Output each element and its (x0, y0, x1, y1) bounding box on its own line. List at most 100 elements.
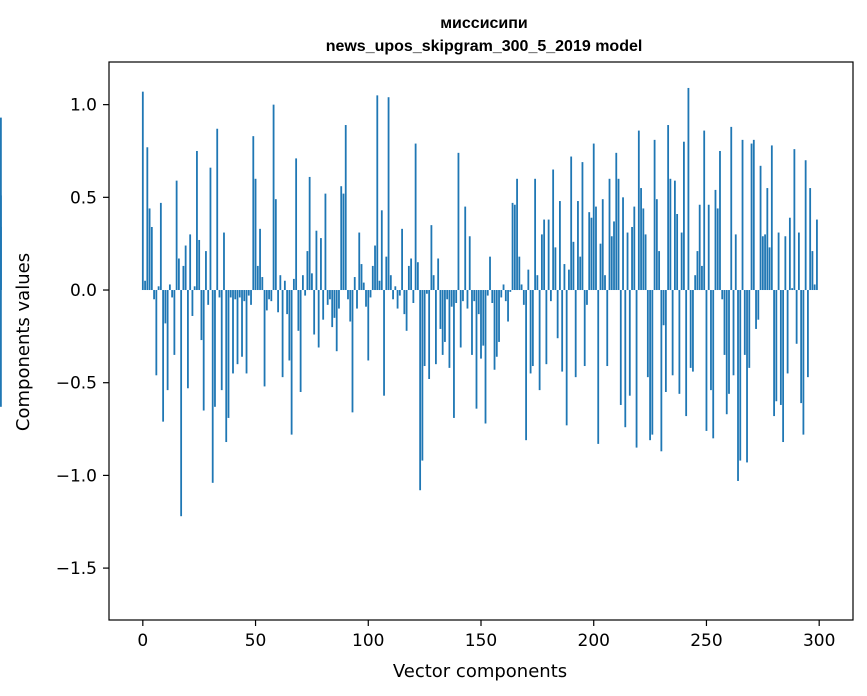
bar-258 (723, 290, 726, 355)
bar-19 (184, 245, 187, 291)
bar-82 (326, 290, 329, 305)
bar-179 (545, 290, 548, 365)
bar-291 (797, 232, 800, 291)
bar-171 (527, 269, 530, 291)
bar-67 (292, 278, 295, 291)
bar-190 (570, 156, 573, 291)
bar-93 (351, 290, 354, 413)
bar-102 (371, 265, 374, 291)
bar-91 (347, 290, 349, 300)
bar-20 (187, 290, 189, 389)
bar-26 (200, 290, 203, 341)
bar-277 (766, 188, 769, 291)
bar-59 (274, 199, 277, 291)
bar-192 (574, 290, 577, 378)
bar-88 (340, 186, 343, 291)
bar-279 (770, 145, 773, 291)
bar-104 (376, 95, 379, 291)
bar-272 (755, 290, 757, 329)
bar-161 (504, 290, 507, 302)
bar-197 (586, 290, 588, 305)
bar-5 (153, 290, 155, 300)
bar-116 (403, 290, 406, 315)
bar-129 (432, 275, 435, 291)
bar-251 (707, 204, 710, 291)
bar-137 (450, 290, 453, 307)
bar-202 (597, 290, 600, 444)
bar-17 (180, 290, 183, 517)
bar-7 (157, 286, 160, 291)
bar-204 (601, 199, 604, 291)
bar-126 (425, 290, 428, 294)
bar-173 (531, 290, 534, 367)
bar-47 (247, 290, 250, 296)
bar-278 (768, 247, 771, 291)
bar-113 (396, 290, 399, 309)
bar-100 (367, 290, 370, 361)
bar-157 (495, 290, 498, 357)
bar-221 (640, 188, 642, 291)
bar-114 (398, 290, 401, 296)
bar-185 (559, 201, 561, 291)
bar-206 (606, 290, 609, 367)
bar-63 (283, 280, 286, 291)
bar-95 (356, 290, 358, 309)
y-axis-label: Components values (13, 253, 34, 431)
bar-283 (779, 290, 782, 405)
bar-15 (175, 180, 178, 291)
bar-105 (378, 280, 381, 291)
bar-86 (335, 290, 338, 352)
bar-107 (383, 290, 385, 396)
bar-237 (676, 214, 679, 291)
bar-168 (520, 284, 523, 291)
bar-145 (468, 236, 471, 291)
bar-162 (507, 290, 509, 322)
bar-31 (211, 290, 214, 483)
bar-29 (207, 290, 210, 305)
bar-50 (254, 178, 257, 291)
bar-236 (673, 180, 676, 291)
bar-25 (198, 239, 201, 291)
bar-153 (486, 290, 489, 296)
y-tick-label: −1.5 (56, 559, 97, 579)
bar-130 (435, 290, 437, 365)
bar-282 (777, 232, 780, 291)
bar-242 (687, 87, 690, 291)
bar-52 (259, 228, 261, 291)
bar-110 (389, 275, 392, 291)
bar-72 (304, 290, 307, 296)
chart-title: миссисипи (440, 15, 528, 32)
bar-238 (678, 290, 681, 394)
bar-96 (358, 232, 361, 291)
bar-143 (464, 206, 467, 291)
x-tick-label: 50 (245, 631, 267, 651)
bar-140 (457, 152, 460, 291)
bar-267 (743, 290, 746, 355)
bar-170 (525, 290, 527, 441)
bar-76 (313, 290, 316, 335)
bar-106 (380, 210, 383, 291)
bar-217 (631, 226, 633, 291)
bar-97 (360, 264, 363, 291)
bar-40 (232, 290, 234, 374)
bar-121 (414, 143, 417, 291)
bar-225 (649, 290, 651, 441)
bar-undefined (0, 226, 2, 291)
bar-250 (705, 290, 708, 431)
bar-288 (791, 288, 794, 291)
bar-141 (459, 290, 462, 348)
bar-293 (802, 290, 805, 435)
bar-215 (626, 232, 629, 291)
bar-219 (635, 290, 638, 448)
bar-196 (583, 290, 586, 367)
bar-131 (437, 258, 440, 291)
bar-44 (241, 290, 243, 357)
bar-9 (162, 290, 165, 422)
bar-252 (710, 290, 712, 391)
bar-270 (750, 143, 753, 291)
bar-296 (809, 188, 812, 291)
bar-177 (540, 234, 543, 291)
y-tick-label: −1.0 (56, 466, 97, 486)
bar-60 (277, 290, 279, 313)
